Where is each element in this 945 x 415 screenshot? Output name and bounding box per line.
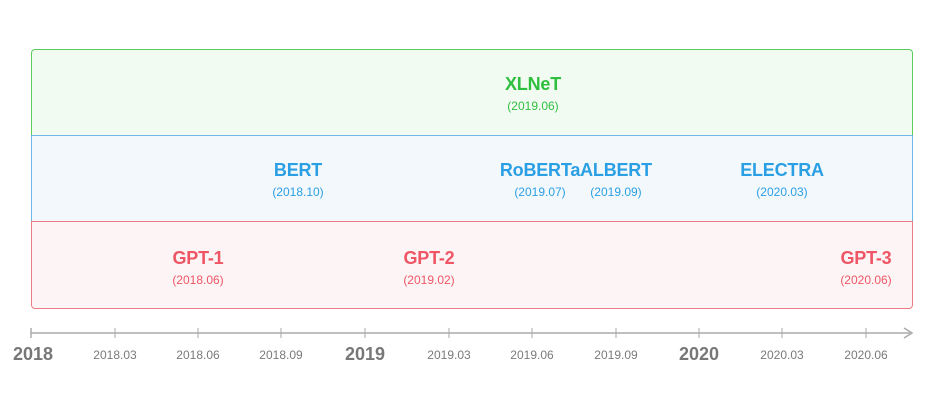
axis-arrow-icon: [903, 327, 914, 339]
band-xlnet-row: [31, 49, 913, 136]
model-name: GPT-2: [403, 248, 455, 268]
model-date: (2019.02): [403, 273, 455, 287]
model-gpt1: GPT-1 (2018.06): [172, 247, 223, 288]
model-bert: BERT (2018.10): [272, 159, 323, 200]
model-xlnet: XLNeT (2019.06): [505, 73, 561, 114]
model-electra: ELECTRA (2020.03): [740, 159, 824, 200]
band-bert-family-row: [31, 135, 913, 222]
model-roberta: RoBERTa (2019.07): [500, 159, 580, 200]
model-name: GPT-3: [840, 248, 892, 268]
model-name: XLNeT: [504, 74, 562, 94]
axis-label-2020: 2020: [678, 344, 720, 364]
model-date: (2020.06): [840, 273, 892, 287]
model-name: BERT: [273, 160, 323, 180]
model-date: (2019.09): [590, 185, 642, 199]
axis-label-2019: 2019: [344, 344, 386, 364]
model-date: (2019.07): [514, 185, 566, 199]
model-date: (2018.10): [272, 185, 324, 199]
model-name: RoBERTa: [499, 160, 581, 180]
axis-label-2019-09: 2019.09: [594, 348, 638, 362]
axis-label-2018-09: 2018.09: [259, 348, 303, 362]
model-date: (2018.06): [172, 273, 224, 287]
model-name: ALBERT: [580, 160, 652, 180]
model-gpt3: GPT-3 (2020.06): [840, 247, 891, 288]
model-name: GPT-1: [172, 248, 224, 268]
axis-label-2020-06: 2020.06: [844, 348, 888, 362]
band-gpt-family-row: [31, 221, 913, 309]
model-gpt2: GPT-2 (2019.02): [403, 247, 454, 288]
model-albert: ALBERT (2019.09): [580, 159, 652, 200]
axis-label-2020-03: 2020.03: [760, 348, 804, 362]
axis-label-2018-06: 2018.06: [176, 348, 220, 362]
model-date: (2020.03): [756, 185, 808, 199]
axis-label-2018: 2018: [12, 344, 54, 364]
axis-label-2019-06: 2019.06: [510, 348, 554, 362]
model-name: ELECTRA: [740, 160, 824, 180]
axis-label-2018-03: 2018.03: [93, 348, 137, 362]
model-date: (2019.06): [507, 99, 559, 113]
axis-label-2019-03: 2019.03: [427, 348, 471, 362]
